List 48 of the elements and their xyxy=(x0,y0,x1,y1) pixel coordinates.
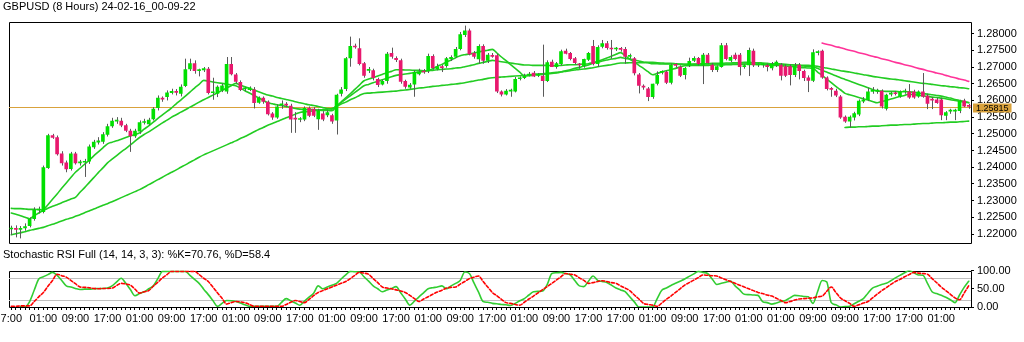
x-tick-label: 09:00 xyxy=(254,311,282,324)
x-tick-label: 01:00 xyxy=(221,311,250,324)
y-tick-label: 1.24500 xyxy=(977,143,1017,156)
x-tick-label: 17:00 xyxy=(574,311,603,324)
x-tick-label: 17:00 xyxy=(895,311,923,324)
x-tick-label: 09:00 xyxy=(831,311,859,324)
y-tick-label: 1.22500 xyxy=(977,210,1017,223)
x-tick-label: 01:00 xyxy=(767,311,795,324)
x-tick-label: 01:00 xyxy=(318,311,346,324)
y-tick-label: 100.00 xyxy=(977,263,1011,276)
x-tick-label: 01:00 xyxy=(638,311,667,324)
x-tick-label: 01:00 xyxy=(510,311,539,324)
x-tick-label: 09:00 xyxy=(542,311,571,324)
ref-line-label: 1.25815 xyxy=(976,102,1009,113)
x-tick-label: 17:00 xyxy=(863,311,891,324)
x-tick-label: 17:00 xyxy=(189,311,218,324)
x-tick-label: 01:00 xyxy=(125,311,154,324)
x-tick-label: 17:00 xyxy=(93,311,122,324)
x-tick-label: 17:00 xyxy=(702,311,731,324)
y-tick-label: 1.24000 xyxy=(977,160,1017,173)
y-tick-label: 1.28000 xyxy=(977,26,1017,39)
y-tick-label: 0.00 xyxy=(977,300,999,313)
x-tick-label: 17:00 xyxy=(606,311,635,324)
x-tick-label: 01:00 xyxy=(29,311,58,324)
y-tick-label: 1.22000 xyxy=(977,227,1017,240)
y-tick-label: 1.27500 xyxy=(977,43,1017,56)
y-tick-label: 1.23000 xyxy=(977,193,1017,206)
chart-title: GBPUSD (8 Hours) 24-02-16_00-09-22 xyxy=(3,0,196,13)
y-tick-label: 1.27000 xyxy=(977,60,1017,73)
y-tick-label: 1.23500 xyxy=(977,176,1017,189)
x-tick-label: 09:00 xyxy=(446,311,474,324)
x-tick-label: 7:00 xyxy=(0,311,22,324)
x-tick-label: 17:00 xyxy=(286,311,314,324)
y-tick-label: 1.25000 xyxy=(977,126,1017,139)
x-tick-label: 01:00 xyxy=(927,311,955,324)
x-tick-label: 09:00 xyxy=(350,311,378,324)
x-tick-label: 17:00 xyxy=(478,311,507,324)
x-tick-label: 01:00 xyxy=(414,311,442,324)
x-tick-label: 09:00 xyxy=(799,311,827,324)
x-tick-label: 01:00 xyxy=(735,311,763,324)
y-tick-label: 1.25500 xyxy=(977,110,1017,123)
chart-title: Stochastic RSI Full (14, 14, 3, 3): %K=70.76, %D=58.4 xyxy=(3,248,271,261)
x-tick-label: 09:00 xyxy=(670,311,699,324)
y-tick-label: 1.26500 xyxy=(977,76,1017,89)
x-tick-label: 17:00 xyxy=(382,311,410,324)
x-tick-label: 09:00 xyxy=(61,311,90,324)
x-tick-label: 09:00 xyxy=(157,311,186,324)
y-tick-label: 50.00 xyxy=(977,281,1005,294)
